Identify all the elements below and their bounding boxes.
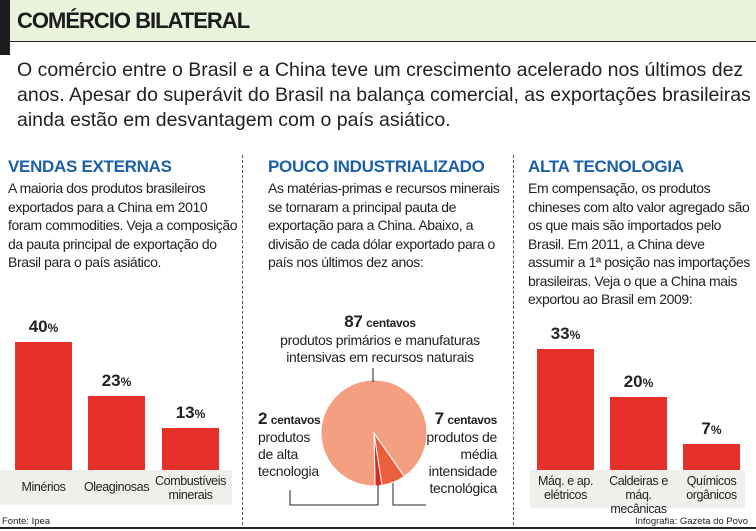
value: 7: [701, 419, 711, 439]
bar-value-label: 40%: [5, 317, 82, 337]
accent-bar: [0, 0, 10, 55]
value: 33: [550, 323, 570, 343]
section-heading: ALTA TECNOLOGIA: [528, 157, 684, 176]
value: 20: [623, 371, 643, 391]
category-label: Máq. e ap. elétricos: [537, 474, 594, 502]
pie-value: 7: [434, 409, 444, 428]
section-heading: POUCO INDUSTRIALIZADO: [268, 157, 485, 176]
bar: [537, 348, 594, 470]
section-heading: VENDAS EXTERNAS: [8, 157, 172, 176]
header-band: [0, 0, 756, 42]
pie-desc: produtos de alta tecnologia: [258, 429, 319, 479]
intro-text: O comércio entre o Brasil e a China teve…: [17, 59, 751, 131]
pie-value: 2: [258, 409, 268, 428]
label-band: [530, 470, 745, 508]
pie-label-primary: 87 centavos produtos primários e manufat…: [280, 313, 480, 366]
pie-unit: centavos: [270, 413, 321, 427]
category-label: Químicos orgânicos: [686, 474, 737, 502]
unit: %: [194, 407, 206, 422]
pie-label-high-tech: 2 centavos produtos de alta tecnologia: [258, 410, 328, 480]
pie-value: 87: [344, 312, 363, 331]
unit: %: [569, 327, 581, 342]
bar-value-label: 20%: [600, 372, 677, 392]
unit: %: [710, 423, 722, 438]
unit: %: [120, 375, 132, 390]
column-divider: [242, 155, 243, 525]
bar: [683, 444, 740, 470]
category-label: Caldeiras e máq. mecânicas: [609, 474, 668, 516]
value: 13: [175, 403, 195, 423]
source-note: Fonte: Ipea: [2, 516, 51, 527]
pie-desc: produtos de média intensidade tecnológic…: [426, 429, 497, 496]
category-label: Oleaginosas: [83, 480, 150, 494]
pie-desc: produtos primários e manufaturas intensi…: [280, 332, 480, 365]
unit: %: [642, 375, 654, 390]
value: 23: [101, 371, 121, 391]
section-text: Em compensação, os produtos chineses com…: [528, 180, 750, 307]
bar: [15, 342, 72, 470]
category-label: Combustíveis minerais: [155, 474, 226, 502]
label-band: [0, 470, 232, 505]
bar-value-label: 33%: [527, 324, 604, 344]
page-title: COMÉRCIO BILATERAL: [17, 8, 250, 33]
bar-value-label: 13%: [152, 403, 229, 423]
leader-line: [289, 485, 379, 506]
section-text: A maioria dos produtos brasileiros expor…: [8, 180, 238, 270]
bar: [88, 396, 145, 470]
bar-value-label: 7%: [673, 419, 750, 439]
section-text: As matérias-primas e recursos minerais s…: [268, 180, 500, 270]
pie-chart: [289, 368, 428, 506]
value: 40: [28, 317, 48, 336]
bar: [610, 396, 667, 470]
pie-slice: [320, 379, 428, 487]
pie-unit: centavos: [447, 413, 497, 427]
credit-note: Infografia: Gazeta do Povo: [634, 516, 748, 527]
pie-label-medium-tech: 7 centavos produtos de média intensidade…: [425, 410, 497, 497]
bar: [162, 428, 219, 470]
bottom-rule: [0, 527, 756, 529]
column-divider: [513, 155, 514, 525]
pie-unit: centavos: [366, 316, 416, 330]
category-label: Minérios: [21, 480, 66, 494]
bar-value-label: 23%: [78, 371, 155, 391]
unit: %: [47, 321, 59, 335]
leader-line: [392, 483, 426, 506]
